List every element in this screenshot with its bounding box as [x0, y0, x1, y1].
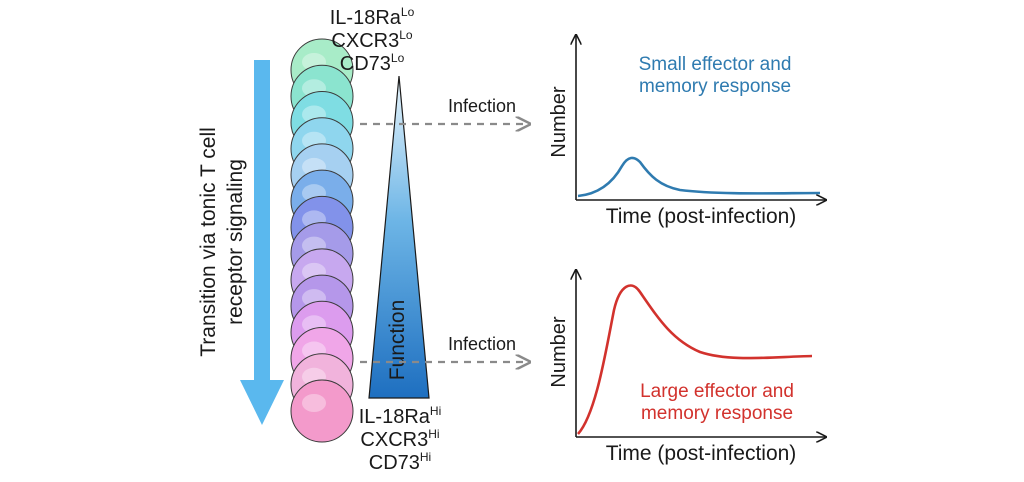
chart-top-caption-line1: Small effector and	[639, 54, 792, 75]
chart-bottom-response-curve	[577, 284, 813, 435]
chart-top-response-curve	[577, 156, 821, 198]
transition-label-line1: Transition via tonic T cell	[197, 127, 220, 357]
transition-arrow-head	[240, 380, 284, 425]
top-markers: IL-18RaLo CXCR3Lo CD73Lo	[330, 5, 415, 75]
infection-label-top: Infection	[448, 96, 516, 116]
chart-bottom-ylabel: Number	[548, 316, 570, 387]
top-marker-cxcr3: CXCR3Lo	[331, 28, 412, 52]
cell-stack	[290, 38, 354, 443]
transition-arrow	[240, 60, 284, 425]
chart-bottom-caption-line1: Large effector and	[640, 381, 794, 402]
bottom-marker-il18ra: IL-18RaHi	[359, 404, 442, 428]
chart-top-caption-line2: memory response	[639, 76, 791, 97]
chart-top-ylabel: Number	[548, 86, 570, 157]
bottom-marker-cxcr3: CXCR3Hi	[360, 427, 439, 451]
infection-arrow-bottom: Infection	[360, 334, 528, 362]
chart-top-xlabel: Time (post-infection)	[606, 205, 797, 228]
chart-bottom: Number Time (post-infection) Large effec…	[548, 270, 826, 465]
function-label: Function	[386, 300, 409, 381]
infection-arrow-top: Infection	[360, 96, 528, 124]
bottom-marker-cd73: CD73Hi	[369, 450, 431, 474]
chart-top: Number Time (post-infection) Small effec…	[548, 35, 826, 228]
cell-highlight-14	[302, 394, 326, 412]
bottom-markers: IL-18RaHi CXCR3Hi CD73Hi	[359, 404, 442, 474]
transition-arrow-shaft	[254, 60, 270, 382]
chart-bottom-caption-line2: memory response	[641, 403, 793, 424]
chart-bottom-xlabel: Time (post-infection)	[606, 442, 797, 465]
infection-label-bottom: Infection	[448, 334, 516, 354]
cell-14	[290, 379, 354, 443]
transition-label-line2: receptor signaling	[224, 159, 247, 325]
function-triangle	[368, 75, 430, 399]
top-marker-cd73: CD73Lo	[340, 51, 405, 75]
top-marker-il18ra: IL-18RaLo	[330, 5, 415, 29]
